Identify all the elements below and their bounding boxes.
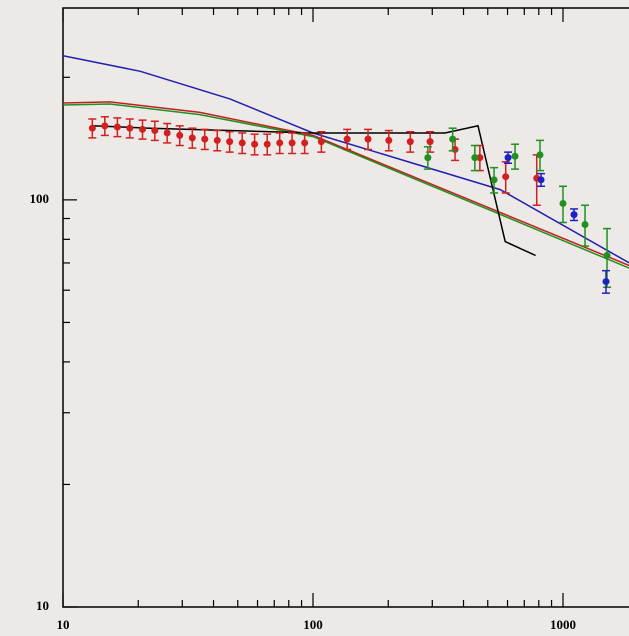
- data-point: [151, 127, 159, 135]
- data-point: [502, 173, 510, 181]
- model-line: [63, 103, 629, 269]
- data-point: [113, 123, 121, 131]
- data-point: [570, 211, 578, 219]
- data-point: [101, 122, 109, 130]
- y-tick-label: 100: [30, 191, 50, 206]
- model-line: [63, 54, 629, 264]
- data-point: [406, 138, 414, 146]
- data-point: [364, 135, 372, 143]
- data-point: [559, 199, 567, 207]
- data-point: [471, 154, 479, 162]
- data-point: [213, 136, 221, 144]
- model-line: [63, 101, 629, 267]
- data-point: [343, 135, 351, 143]
- x-tick-label: 10: [57, 617, 70, 632]
- data-point: [317, 138, 325, 146]
- data-point: [504, 154, 512, 162]
- data-point: [288, 139, 296, 147]
- data-point: [238, 139, 246, 147]
- plot-frame: [62, 7, 629, 608]
- data-point: [476, 154, 484, 162]
- data-point: [490, 176, 498, 184]
- data-point: [449, 135, 457, 143]
- data-point: [424, 154, 432, 162]
- data-point: [602, 278, 610, 286]
- data-point: [226, 138, 234, 146]
- data-point: [163, 129, 171, 137]
- data-point: [276, 139, 284, 147]
- data-point: [511, 152, 519, 160]
- data-point: [537, 176, 545, 184]
- data-point: [88, 124, 96, 132]
- data-point: [603, 252, 611, 260]
- data-point: [188, 134, 196, 142]
- x-tick-label: 100: [303, 617, 323, 632]
- data-point: [301, 139, 309, 147]
- data-point: [251, 140, 259, 148]
- model-line: [92, 124, 536, 257]
- data-point: [536, 151, 544, 159]
- data-point: [581, 220, 589, 228]
- data-point: [126, 124, 134, 132]
- data-point: [426, 138, 434, 146]
- data-point: [139, 125, 147, 133]
- data-point: [201, 135, 209, 143]
- data-point: [176, 131, 184, 139]
- plot-area: [63, 54, 629, 294]
- y-tick-label: 10: [36, 598, 49, 613]
- x-tick-label: 1000: [550, 617, 576, 632]
- data-point: [385, 136, 393, 144]
- data-point: [263, 140, 271, 148]
